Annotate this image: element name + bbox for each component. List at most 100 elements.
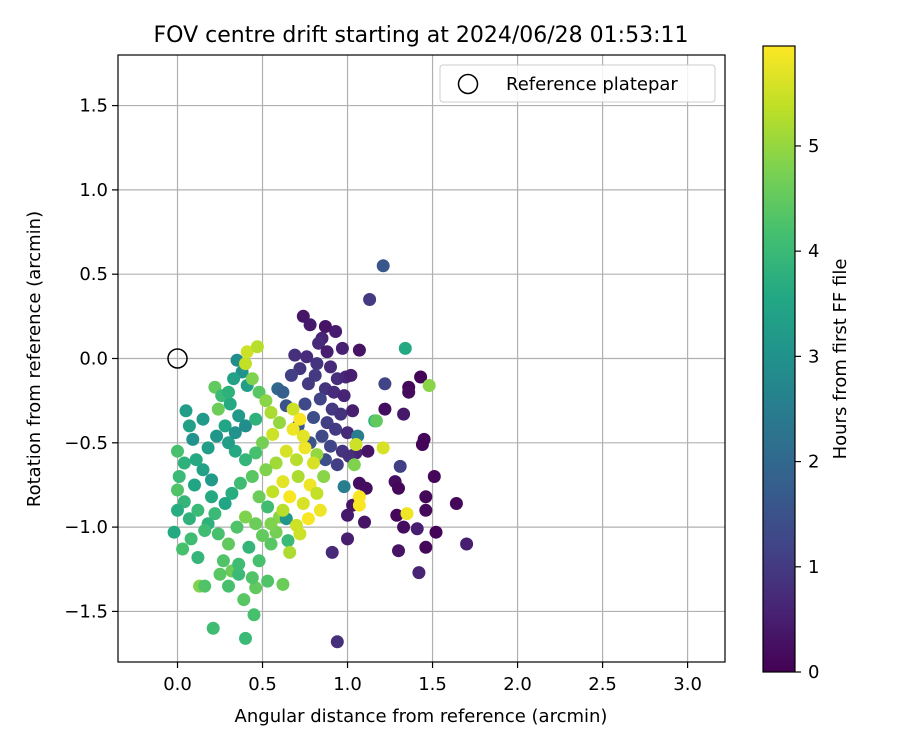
scatter-point xyxy=(376,441,390,455)
scatter-point xyxy=(227,372,241,386)
scatter-point xyxy=(335,341,349,355)
scatter-point xyxy=(310,486,324,500)
scatter-point xyxy=(324,360,337,374)
scatter-point xyxy=(303,318,317,332)
y-axis-label: Rotation from reference (arcmin) xyxy=(24,211,45,507)
scatter-point xyxy=(400,507,414,521)
colorbar-tick-label: 3 xyxy=(808,346,819,367)
scatter-point xyxy=(232,409,246,423)
x-tick-label: 3.0 xyxy=(673,674,702,695)
scatter-point xyxy=(256,436,269,450)
chart-title: FOV centre drift starting at 2024/06/28 … xyxy=(154,23,689,48)
scatter-point xyxy=(218,497,232,510)
scatter-point xyxy=(276,475,290,489)
scatter-point xyxy=(182,512,196,526)
data-points xyxy=(167,259,474,649)
scatter-point xyxy=(422,379,436,392)
scatter-point xyxy=(449,497,463,510)
scatter-point xyxy=(337,389,351,403)
reference-platepar-marker xyxy=(167,348,188,369)
scatter-point xyxy=(205,490,218,504)
scatter-point xyxy=(301,512,315,526)
scatter-point xyxy=(330,458,344,472)
colorbar-tick-label: 2 xyxy=(808,452,819,473)
scatter-point xyxy=(252,554,266,568)
scatter-point xyxy=(341,508,354,522)
scatter-point xyxy=(460,537,474,551)
scatter-point xyxy=(412,566,426,580)
scatter-point xyxy=(327,385,341,399)
scatter-point xyxy=(392,544,405,558)
scatter-point xyxy=(361,444,375,458)
scatter-point xyxy=(239,510,252,524)
scatter-point xyxy=(261,574,275,588)
scatter-point xyxy=(247,608,261,622)
scatter-point xyxy=(269,456,283,470)
scatter-point xyxy=(198,579,212,593)
legend-marker-icon xyxy=(457,73,479,95)
scatter-point xyxy=(259,394,273,408)
scatter-point xyxy=(337,480,351,494)
scatter-point xyxy=(344,368,358,382)
scatter-point xyxy=(290,453,303,467)
x-tick-label: 1.5 xyxy=(418,674,447,695)
scatter-point xyxy=(341,532,354,546)
scatter-point xyxy=(369,414,383,428)
scatter-point xyxy=(256,529,269,542)
scatter-point xyxy=(286,422,300,436)
scatter-point xyxy=(230,520,244,534)
scatter-point xyxy=(232,557,246,571)
scatter-point xyxy=(171,503,184,517)
scatter-point xyxy=(419,540,433,554)
scatter-point xyxy=(301,377,315,391)
y-tick-label: 0.5 xyxy=(79,264,108,285)
scatter-point xyxy=(239,453,252,467)
scatter-point xyxy=(276,503,290,517)
scatter-point xyxy=(330,635,344,649)
scatter-point xyxy=(273,416,286,430)
scatter-point xyxy=(293,412,307,426)
x-tick-label: 2.0 xyxy=(503,674,532,695)
scatter-point xyxy=(205,473,218,487)
colorbar-label: Hours from first FF file xyxy=(830,259,851,460)
scatter-point xyxy=(245,372,259,386)
x-tick-label: 2.5 xyxy=(588,674,617,695)
colorbar-tick-label: 4 xyxy=(808,241,819,262)
scatter-point xyxy=(276,385,290,399)
scatter-point xyxy=(392,481,405,495)
colorbar-ticks: 0 1 2 3 4 5 xyxy=(795,136,819,683)
plot-area: 0.0 0.5 1.0 1.5 2.0 2.5 3.0 −1.5 −1.0 −0.5 0.0 0.5… xyxy=(64,54,726,695)
scatter-point xyxy=(324,439,337,453)
scatter-point xyxy=(261,500,275,514)
scatter-point xyxy=(393,459,407,473)
scatter-point xyxy=(346,404,360,418)
scatter-point xyxy=(176,542,190,556)
scatter-point xyxy=(249,581,263,595)
scatter-point xyxy=(240,345,254,359)
scatter-point xyxy=(397,407,411,421)
scatter-point xyxy=(415,438,429,451)
scatter-point xyxy=(363,293,377,306)
scatter-point xyxy=(188,478,201,492)
scatter-point xyxy=(291,470,305,483)
scatter-point xyxy=(208,507,222,521)
scatter-point xyxy=(290,518,303,532)
scatter-point xyxy=(347,458,361,472)
scatter-point xyxy=(189,453,203,467)
scatter-point xyxy=(167,525,181,539)
scatter-point xyxy=(233,476,247,490)
scatter-point xyxy=(341,426,354,440)
scatter-point xyxy=(196,463,210,477)
scatter-point xyxy=(313,392,327,406)
scatter-point xyxy=(237,593,251,607)
scatter-point xyxy=(310,357,324,371)
scatter-point xyxy=(225,486,239,500)
scatter-point xyxy=(210,429,224,443)
scatter-point xyxy=(284,368,298,382)
x-axis-ticks: 0.0 0.5 1.0 1.5 2.0 2.5 3.0 xyxy=(163,662,702,695)
scatter-point xyxy=(352,343,366,357)
scatter-point xyxy=(264,406,278,419)
scatter-point xyxy=(315,429,329,443)
scatter-point xyxy=(211,402,225,416)
colorbar: 0 1 2 3 4 5 Hours from first FF file xyxy=(762,45,851,683)
